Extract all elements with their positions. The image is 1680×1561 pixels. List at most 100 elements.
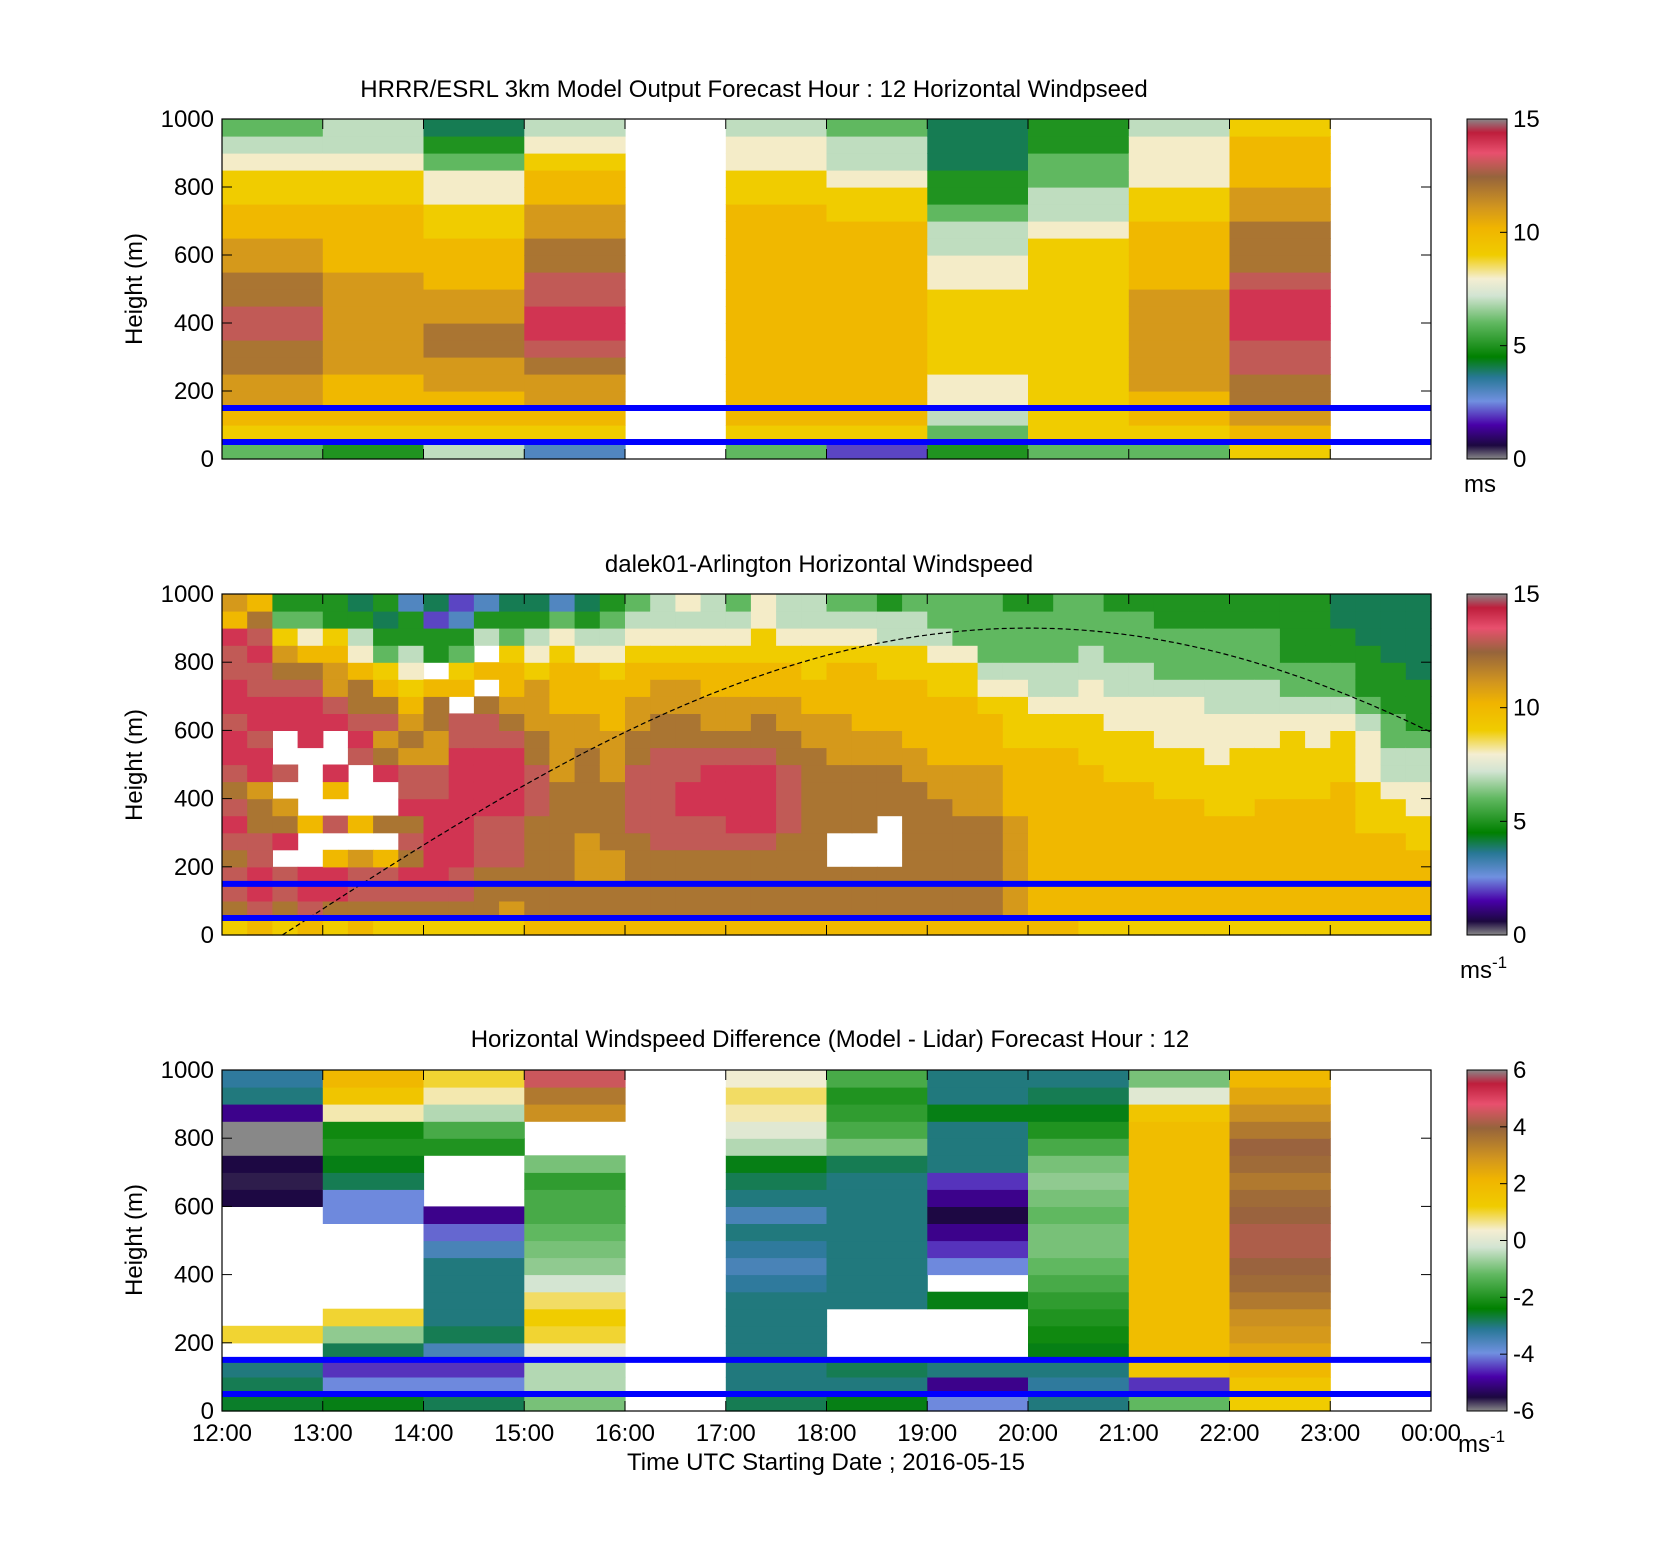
- heatmap-cell: [952, 713, 979, 731]
- heatmap-cell: [1380, 628, 1407, 646]
- heatmap-cell: [1103, 764, 1130, 783]
- heatmap-cell: [1028, 918, 1054, 936]
- heatmap-cell: [1179, 611, 1205, 629]
- heatmap-cell: [448, 611, 475, 629]
- heatmap-cell: [297, 679, 324, 697]
- heatmap-cell: [1028, 187, 1130, 205]
- heatmap-cell: [1128, 1189, 1231, 1207]
- heatmap-cell: [1028, 1376, 1130, 1395]
- heatmap-cell: [1028, 221, 1130, 239]
- heatmap-cell: [423, 1240, 525, 1259]
- heatmap-cell: [222, 1359, 324, 1378]
- heatmap-cell: [826, 323, 928, 341]
- heatmap-cell: [599, 594, 626, 612]
- heatmap-cell: [927, 1138, 1029, 1156]
- heatmap-cell: [1153, 832, 1180, 851]
- heatmap-cell: [1078, 849, 1105, 868]
- heatmap-cell: [1330, 628, 1357, 646]
- heatmap-cell: [1028, 594, 1054, 612]
- heatmap-cell: [599, 883, 626, 902]
- heatmap-cell: [927, 730, 954, 749]
- colorbar-unit: ms-1: [1458, 1427, 1505, 1458]
- heatmap-cell: [1355, 815, 1382, 834]
- heatmap-cell: [1128, 611, 1155, 629]
- heatmap-cell: [801, 900, 828, 919]
- heatmap-cell: [700, 883, 727, 902]
- heatmap-cell: [222, 204, 324, 222]
- heatmap-cell: [1204, 730, 1231, 749]
- heatmap-cell: [423, 1394, 525, 1412]
- heatmap-cell: [599, 730, 626, 749]
- heatmap-cell: [1128, 747, 1155, 766]
- heatmap-cell: [423, 153, 525, 171]
- heatmap-cell: [322, 713, 349, 731]
- heatmap-cell: [801, 730, 828, 749]
- heatmap-cell: [977, 747, 1004, 766]
- heatmap-cell: [1103, 594, 1130, 612]
- heatmap-cell: [1254, 645, 1281, 663]
- heatmap-cell: [398, 832, 425, 851]
- heatmap-cell: [222, 798, 248, 817]
- heatmap-cell: [297, 696, 324, 714]
- heatmap-cell: [1355, 866, 1382, 885]
- heatmap-cell: [599, 798, 626, 817]
- heatmap-cell: [826, 628, 853, 646]
- heatmap-cell: [1128, 289, 1231, 307]
- heatmap-cell: [927, 357, 1029, 375]
- heatmap-cell: [1128, 730, 1155, 749]
- heatmap-cell: [851, 713, 878, 731]
- heatmap-cell: [524, 1359, 626, 1378]
- heatmap-cell: [625, 611, 651, 629]
- heatmap-cell: [952, 594, 979, 612]
- heatmap-cell: [599, 747, 626, 766]
- heatmap-cell: [423, 883, 450, 902]
- heatmap-cell: [1229, 1308, 1331, 1327]
- heatmap-cell: [750, 764, 777, 783]
- heatmap-cell: [952, 611, 979, 629]
- heatmap-cell: [801, 713, 828, 731]
- heatmap-cell: [977, 866, 1004, 885]
- heatmap-cell: [347, 611, 374, 629]
- heatmap-cell: [1204, 900, 1231, 919]
- heatmap-cell: [750, 849, 777, 868]
- heatmap-cell: [222, 849, 248, 868]
- heatmap-cell: [1153, 798, 1180, 817]
- heatmap-cell: [423, 764, 450, 783]
- heatmap-cell: [650, 866, 676, 885]
- heatmap-cell: [876, 900, 903, 919]
- heatmap-cell: [1103, 696, 1130, 714]
- heatmap-cell: [322, 289, 425, 307]
- heatmap-cell: [524, 696, 551, 714]
- heatmap-cell: [927, 1223, 1029, 1242]
- heatmap-cell: [448, 747, 475, 766]
- heatmap-cell: [448, 918, 475, 936]
- heatmap-cell: [322, 391, 425, 409]
- heatmap-cell: [952, 747, 979, 766]
- heatmap-cell: [826, 408, 928, 426]
- heatmap-cell: [750, 662, 777, 680]
- heatmap-cell: [927, 204, 1029, 222]
- heatmap-cell: [1028, 883, 1054, 902]
- heatmap-cell: [524, 781, 551, 800]
- panel-title: dalek01-Arlington Horizontal Windspeed: [605, 551, 1033, 578]
- heatmap-cell: [675, 764, 702, 783]
- heatmap-cell: [1355, 713, 1382, 731]
- heatmap-cell: [322, 849, 349, 868]
- heatmap-cell: [725, 679, 752, 697]
- heatmap-cell: [499, 611, 525, 629]
- heatmap-cell: [1380, 594, 1407, 612]
- heatmap-cell: [1179, 900, 1205, 919]
- heatmap-cell: [725, 713, 752, 731]
- heatmap-cell: [222, 272, 324, 290]
- heatmap-cell: [1028, 1308, 1130, 1327]
- heatmap-cell: [625, 900, 651, 919]
- heatmap-cell: [1229, 1121, 1331, 1139]
- heatmap-cell: [776, 679, 802, 697]
- heatmap-cell: [1229, 628, 1256, 646]
- heatmap-cell: [625, 918, 651, 936]
- heatmap-cell: [1229, 340, 1331, 358]
- heatmap-cell: [625, 832, 651, 851]
- heatmap-cell: [1153, 611, 1180, 629]
- heatmap-cell: [222, 764, 248, 783]
- heatmap-cell: [700, 730, 727, 749]
